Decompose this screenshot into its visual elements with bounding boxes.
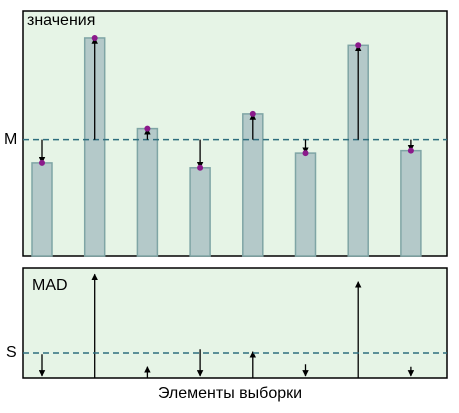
point bbox=[39, 159, 45, 166]
point bbox=[407, 147, 414, 154]
bar bbox=[400, 149, 422, 257]
bottom-panel bbox=[22, 267, 448, 379]
point bbox=[144, 125, 151, 132]
bar bbox=[136, 127, 159, 257]
panel-title: MAD bbox=[32, 277, 68, 294]
bar bbox=[189, 167, 211, 257]
bar bbox=[294, 152, 317, 257]
point bbox=[91, 34, 98, 41]
reference-label: S bbox=[6, 344, 17, 361]
reference-label: M bbox=[4, 131, 17, 148]
marks: MS bbox=[4, 34, 447, 378]
x-label: Элементы выборки bbox=[158, 385, 302, 402]
point bbox=[249, 110, 256, 117]
point bbox=[302, 150, 309, 157]
bar bbox=[31, 162, 53, 257]
point bbox=[355, 42, 362, 49]
y-label: значения bbox=[27, 12, 95, 29]
point bbox=[197, 164, 204, 171]
